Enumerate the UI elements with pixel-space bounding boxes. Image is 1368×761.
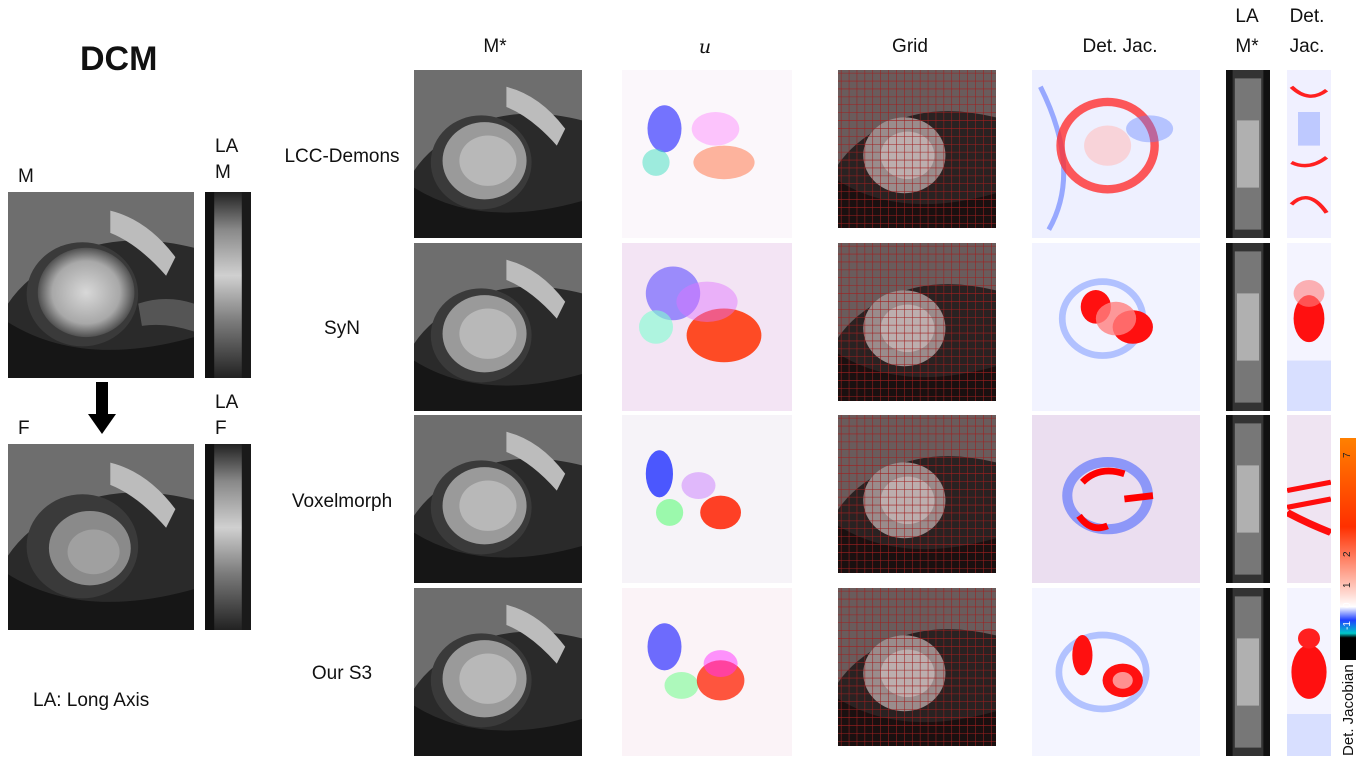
jacobian-map-our-s3	[1032, 588, 1200, 756]
displacement-field-lcc-demons	[622, 70, 792, 238]
la-moving-label-line2: M	[215, 162, 231, 183]
la-jacobian-map-voxelmorph	[1287, 415, 1331, 583]
warped-image-syn	[414, 243, 582, 411]
la-fixed-label-line1: LA	[215, 392, 239, 413]
colorbar-label: Det. Jacobian	[1340, 664, 1357, 756]
method-label-lcc-demons: LCC-Demons	[284, 146, 400, 167]
la-warped-image-voxelmorph	[1226, 415, 1270, 583]
deformation-grid-lcc-demons	[838, 70, 996, 228]
displacement-field-our-s3	[622, 588, 792, 756]
col-header-warped: M*	[483, 36, 507, 57]
col-header-la-jac-line1: Det.	[1289, 6, 1325, 27]
footnote: LA: Long Axis	[33, 690, 150, 711]
la-warped-image-syn	[1226, 243, 1270, 411]
la-warped-image-lcc-demons	[1226, 70, 1270, 238]
displacement-field-voxelmorph	[622, 415, 792, 583]
col-header-la-warped-line2: M*	[1235, 36, 1259, 57]
la-fixed-image	[205, 444, 251, 630]
method-label-syn: SyN	[324, 318, 360, 339]
col-header-grid: Grid	[892, 36, 928, 57]
method-label-voxelmorph: Voxelmorph	[291, 491, 393, 512]
jacobian-map-syn	[1032, 243, 1200, 411]
warped-image-voxelmorph	[414, 415, 582, 583]
jacobian-map-voxelmorph	[1032, 415, 1200, 583]
fixed-image	[8, 444, 194, 630]
col-header-field: u	[698, 36, 712, 58]
colorbar-tick-1: 1	[1342, 582, 1353, 588]
la-fixed-label-line2: F	[215, 418, 227, 439]
colorbar-tick-max: 7	[1342, 452, 1353, 458]
col-header-la-warped-line1: LA	[1235, 6, 1259, 27]
colorbar-tick-neg1: -1	[1342, 621, 1353, 630]
la-jacobian-map-our-s3	[1287, 588, 1331, 756]
arrow-down-icon	[88, 382, 116, 434]
col-header-la-jac-line2: Jac.	[1289, 36, 1325, 57]
moving-label: M	[18, 166, 34, 187]
colorbar	[1340, 438, 1356, 660]
la-moving-label-line1: LA	[215, 136, 239, 157]
jacobian-map-lcc-demons	[1032, 70, 1200, 238]
la-warped-image-our-s3	[1226, 588, 1270, 756]
deformation-grid-voxelmorph	[838, 415, 996, 573]
fixed-label: F	[18, 418, 30, 439]
colorbar-tick-0: 0	[1342, 602, 1353, 608]
colorbar-tick-2: 2	[1342, 551, 1353, 557]
deformation-grid-syn	[838, 243, 996, 401]
moving-image	[8, 192, 194, 378]
la-moving-image	[205, 192, 251, 378]
figure-title: DCM	[80, 40, 158, 78]
method-label-our-s3: Our S3	[311, 663, 373, 684]
la-jacobian-map-syn	[1287, 243, 1331, 411]
displacement-field-syn	[622, 243, 792, 411]
deformation-grid-our-s3	[838, 588, 996, 746]
col-header-jacobian: Det. Jac.	[1082, 36, 1158, 57]
warped-image-lcc-demons	[414, 70, 582, 238]
la-jacobian-map-lcc-demons	[1287, 70, 1331, 238]
warped-image-our-s3	[414, 588, 582, 756]
